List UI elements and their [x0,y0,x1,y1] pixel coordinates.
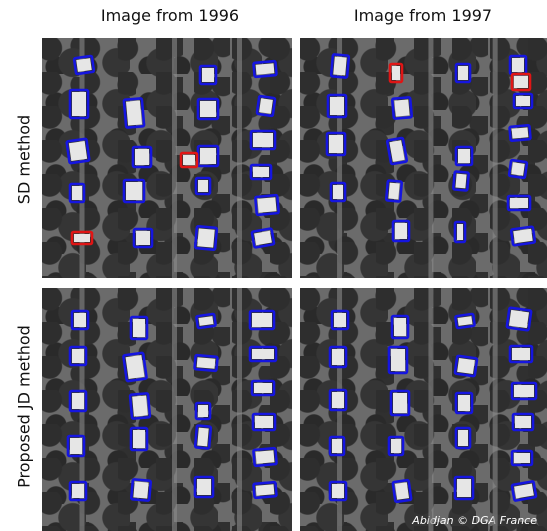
column-title-1996: Image from 1996 [100,6,240,25]
panel-jd-1996 [42,288,292,531]
row-label-sd-method: SD method [14,114,34,205]
panel-sd-1997 [300,38,547,278]
panel-jd-1997: Abidjan © DGA France [300,288,547,531]
row-label-jd-method: Proposed JD method [14,325,34,488]
column-title-1997: Image from 1997 [353,6,493,25]
image-credit: Abidjan © DGA France [412,514,537,527]
panel-sd-1996 [42,38,292,278]
